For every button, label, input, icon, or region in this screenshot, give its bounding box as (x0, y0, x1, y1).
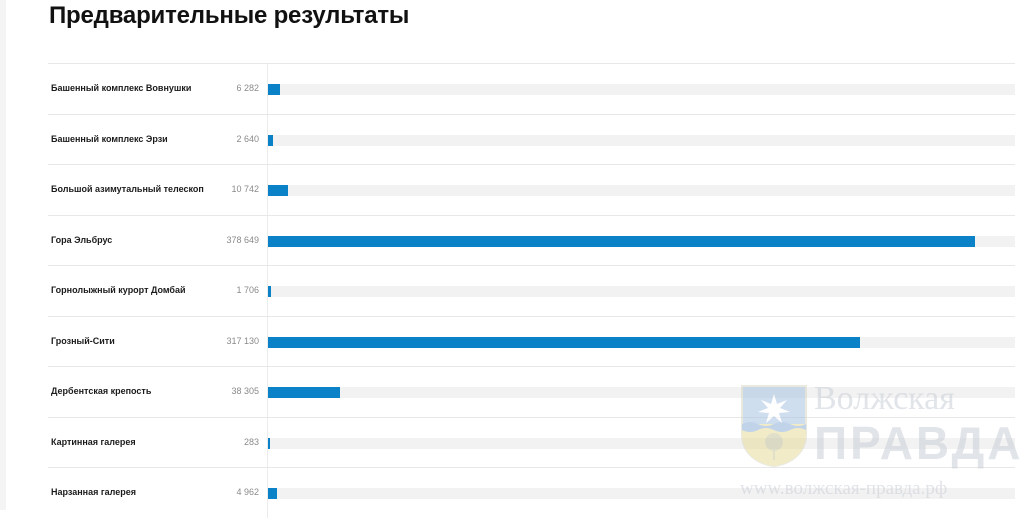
column-divider (267, 266, 268, 316)
row-label: Дербентская крепость (51, 386, 152, 396)
bar-track (268, 336, 1015, 348)
row-label: Башенный комплекс Эрзи (51, 133, 168, 144)
watermark: Волжская ПРАВДА www.волжская-правда.рф (740, 380, 1024, 510)
row-value: 38 305 (231, 386, 259, 396)
column-divider (267, 165, 268, 215)
bar (268, 134, 273, 146)
bar-track (268, 134, 1015, 146)
row-value: 1 706 (236, 285, 259, 295)
result-row: Башенный комплекс Эрзи 2 640 (48, 113, 1015, 164)
row-value: 283 (243, 436, 259, 447)
row-label: Грозный-Сити (51, 335, 115, 346)
column-divider (267, 215, 268, 265)
bar (268, 286, 272, 297)
row-label: Гора Эльбрус (51, 234, 113, 245)
result-row: Нарзанная галерея 4 962 (48, 467, 1015, 518)
row-value: 317 130 (226, 335, 259, 346)
bar-track (268, 387, 1015, 398)
result-row: Картинная галерея 283 (48, 416, 1015, 467)
bar-track (268, 437, 1015, 449)
result-row: Гора Эльбрус 378 649 (48, 214, 1015, 265)
watermark-title: Волжская (814, 380, 955, 417)
row-label: Горнолыжный курорт Домбай (51, 285, 186, 295)
row-label: Нарзанная галерея (51, 487, 136, 497)
bar (268, 336, 861, 348)
bar-track (268, 84, 1015, 95)
result-row: Горнолыжный курорт Домбай 1 706 (48, 265, 1015, 316)
bar-track (268, 488, 1015, 499)
bar-track (268, 286, 1015, 297)
results-chart: Башенный комплекс Вовнушки 6 282 Башенный … (48, 63, 1015, 518)
watermark-url: www.волжская-правда.рф (740, 478, 948, 499)
bar (268, 488, 278, 499)
watermark-subtitle: ПРАВДА (814, 417, 1024, 469)
bar (268, 84, 280, 95)
column-divider (267, 316, 268, 366)
result-row: Большой азимутальный телескоп 10 742 (48, 164, 1015, 215)
page-title: Предварительные результаты (49, 2, 410, 29)
result-row: Дербентская крепость 38 305 (48, 366, 1015, 417)
row-value: 6 282 (236, 83, 259, 93)
bar (268, 185, 289, 196)
column-divider (267, 114, 268, 164)
bar (268, 387, 340, 398)
row-value: 2 640 (236, 133, 259, 144)
bar-track (268, 185, 1015, 196)
bar-track (268, 235, 1015, 247)
column-divider (267, 468, 268, 518)
column-divider (267, 417, 268, 467)
row-label: Башенный комплекс Вовнушки (51, 83, 192, 93)
row-value: 378 649 (226, 234, 259, 245)
left-edge-shadow (0, 0, 6, 510)
column-divider (267, 64, 268, 114)
result-row: Башенный комплекс Вовнушки 6 282 (48, 63, 1015, 114)
bar (268, 437, 270, 449)
column-divider (267, 367, 268, 417)
row-value: 10 742 (231, 184, 259, 194)
row-label: Картинная галерея (51, 436, 136, 447)
row-value: 4 962 (236, 487, 259, 497)
bar (268, 235, 976, 247)
coat-of-arms-icon (741, 385, 807, 468)
result-row: Грозный-Сити 317 130 (48, 315, 1015, 366)
row-label: Большой азимутальный телескоп (51, 184, 204, 194)
